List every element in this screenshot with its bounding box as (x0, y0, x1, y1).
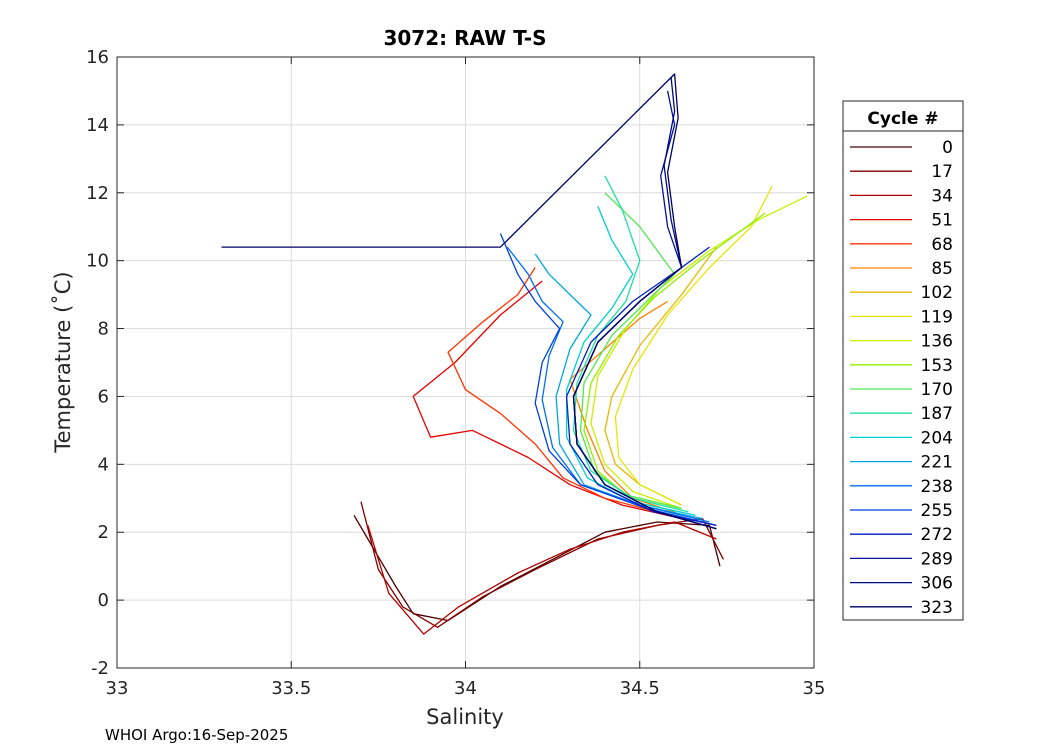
y-axis-label: Temperature (˚C) (51, 271, 75, 453)
chart-title: 3072: RAW T-S (383, 26, 546, 50)
legend-label: 153 (921, 356, 953, 376)
y-tick-label: 2 (98, 522, 109, 543)
series-line-cycle-153 (583, 212, 766, 510)
series-line-cycle-255 (499, 233, 717, 527)
series-line-cycle-136 (590, 195, 808, 510)
series-line-cycle-272 (565, 246, 717, 527)
legend-label: 272 (921, 525, 953, 545)
legend-label: 0 (942, 138, 953, 158)
x-axis-label: Salinity (426, 705, 504, 729)
legend-label: 34 (931, 186, 953, 206)
axis-ticks: 33 33.5 34 34.5 35 -2 0 2 4 6 8 10 12 14 16 (86, 47, 825, 699)
series-line-cycle-34 (367, 521, 717, 635)
y-tick-label: 8 (98, 319, 109, 340)
x-tick-label: 33 (106, 678, 129, 699)
legend-label: 187 (921, 404, 953, 424)
y-tick-label: 12 (86, 183, 109, 204)
legend-label: 17 (931, 162, 953, 182)
series-line-cycle-187 (572, 175, 689, 513)
legend-label: 323 (921, 598, 953, 618)
series-line-cycle-102 (604, 246, 717, 506)
legend-label: 85 (931, 259, 953, 279)
series-line-cycle-119 (614, 185, 773, 506)
x-tick-label: 35 (803, 678, 826, 699)
legend-label: 238 (921, 477, 953, 497)
legend: Cycle # 0 17 34 51 68 85 102 119 136 153 170 187 204… (842, 100, 964, 621)
legend-label: 289 (921, 549, 953, 569)
legend-label: 119 (921, 307, 953, 327)
x-tick-label: 33.5 (271, 678, 311, 699)
legend-label: 51 (931, 211, 953, 231)
legend-label: 136 (921, 332, 953, 352)
legend-label: 170 (921, 380, 953, 400)
legend-title: Cycle # (867, 109, 938, 129)
series-line-cycle-323 (221, 73, 717, 530)
legend-label: 255 (921, 501, 953, 521)
legend-label: 221 (921, 453, 953, 473)
y-tick-label: 10 (86, 251, 109, 272)
x-tick-label: 34.5 (620, 678, 660, 699)
footer-date: WHOI Argo:16-Sep-2025 (105, 726, 288, 744)
y-tick-label: 0 (98, 590, 109, 611)
series-line-cycle-51 (412, 280, 682, 520)
y-tick-label: 14 (86, 115, 109, 136)
y-tick-label: -2 (91, 658, 109, 679)
legend-items: 0 17 34 51 68 85 102 119 136 153 170 187 204 221 238 25… (850, 138, 953, 618)
legend-label: 204 (921, 428, 953, 448)
legend-label: 68 (931, 235, 953, 255)
y-tick-label: 16 (86, 47, 109, 68)
x-tick-label: 34 (454, 678, 477, 699)
legend-box (842, 100, 964, 621)
y-tick-label: 4 (98, 454, 109, 475)
legend-label: 306 (921, 574, 953, 594)
series-line-cycle-17 (360, 501, 724, 628)
series-group (221, 73, 808, 635)
legend-label: 102 (921, 283, 953, 303)
series-line-cycle-204 (565, 206, 696, 516)
y-tick-label: 6 (98, 386, 109, 407)
series-line-cycle-68 (447, 267, 658, 513)
